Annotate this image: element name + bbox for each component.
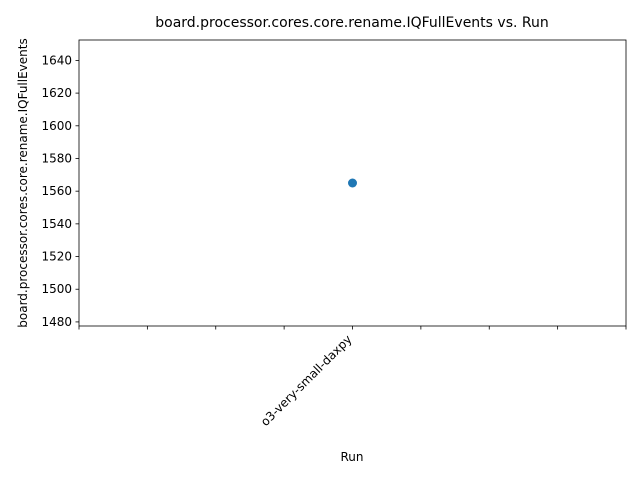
- y-axis-label: board.processor.cores.core.rename.IQFull…: [16, 38, 30, 327]
- y-tick-label: 1560: [41, 184, 72, 198]
- y-tick-label: 1580: [41, 151, 72, 165]
- y-tick-label: 1640: [41, 53, 72, 67]
- y-tick-label: 1600: [41, 119, 72, 133]
- y-tick-label: 1620: [41, 86, 72, 100]
- y-tick-label: 1480: [41, 315, 72, 329]
- y-tick-label: 1520: [41, 250, 72, 264]
- x-axis-label: Run: [340, 450, 363, 464]
- chart-title: board.processor.cores.core.rename.IQFull…: [155, 15, 548, 31]
- x-tick-label: o3-very-small-daxpy: [258, 332, 355, 429]
- y-tick-label: 1540: [41, 217, 72, 231]
- data-point: [348, 178, 357, 188]
- y-tick-label: 1500: [41, 282, 72, 296]
- plot-area: 1480 1500 1520 1540 1560 1580 1600 1620 1640 o3-v…: [41, 39, 627, 429]
